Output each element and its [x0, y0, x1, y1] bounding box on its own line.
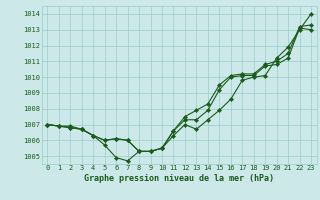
X-axis label: Graphe pression niveau de la mer (hPa): Graphe pression niveau de la mer (hPa) — [84, 174, 274, 183]
